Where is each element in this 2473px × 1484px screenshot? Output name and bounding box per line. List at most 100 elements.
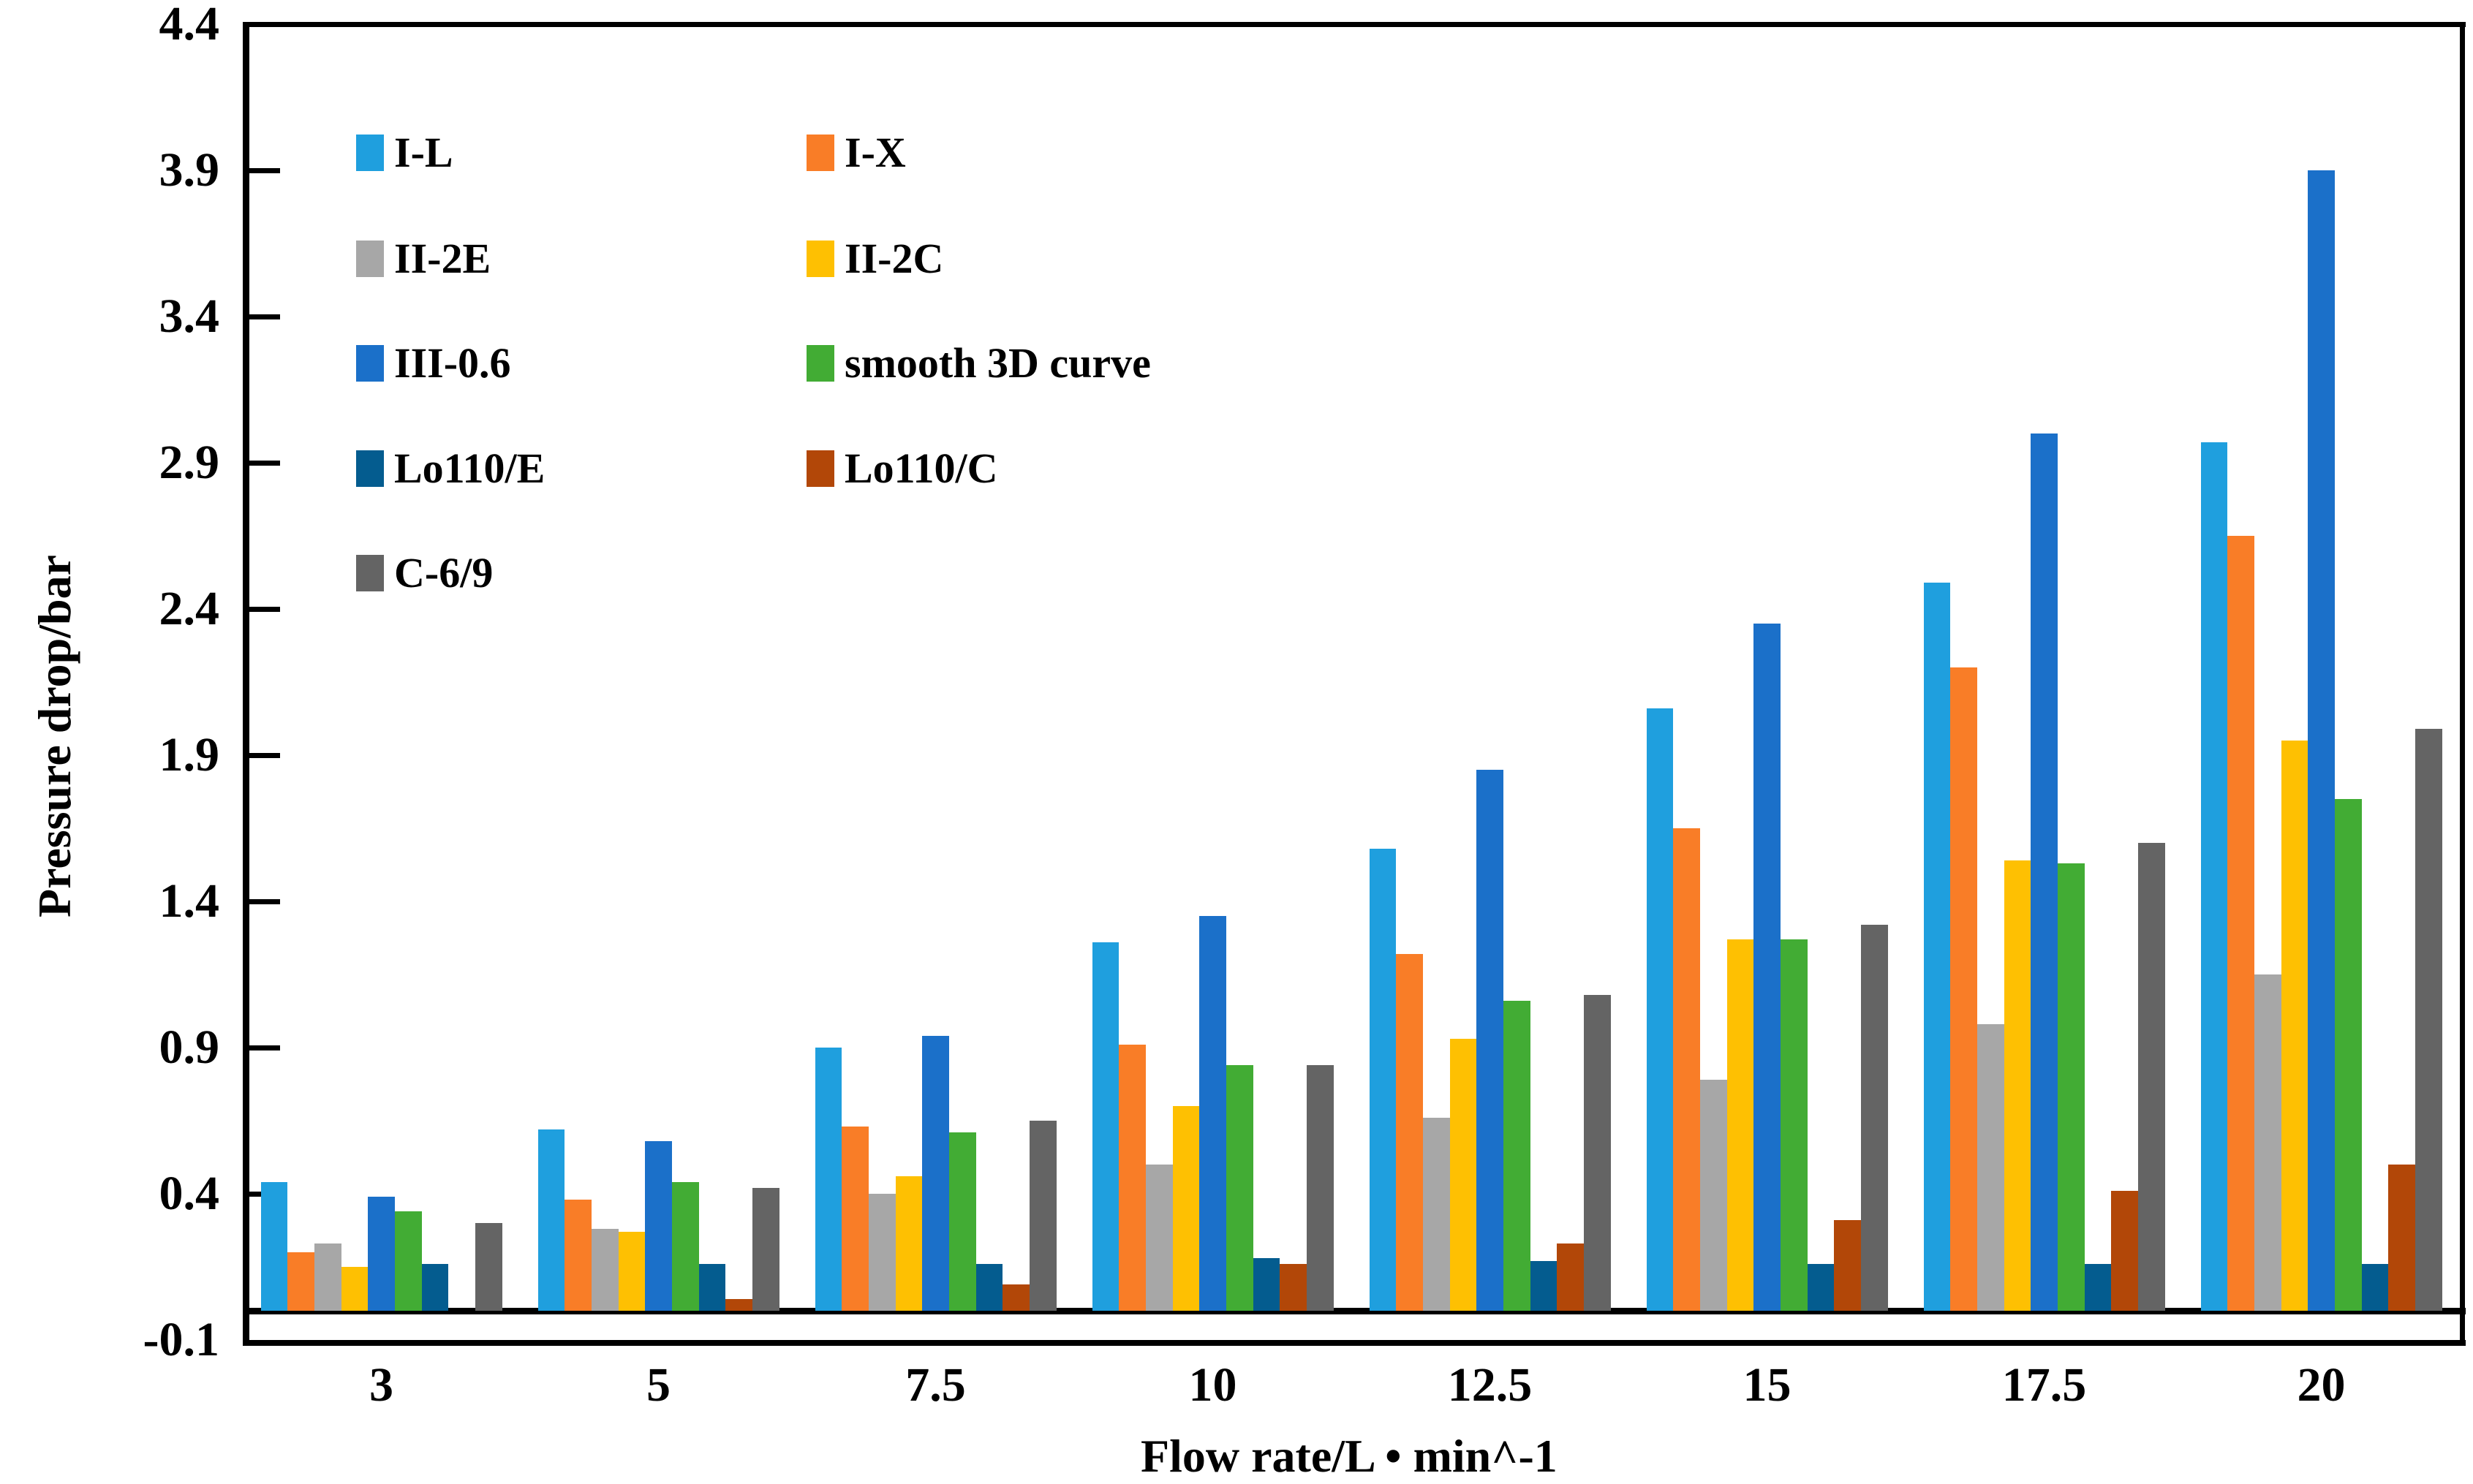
y-tick-mark bbox=[249, 168, 280, 173]
bar-c-6-9-10 bbox=[1307, 1065, 1334, 1311]
bar-smooth-3d-curve-5 bbox=[672, 1182, 699, 1311]
bar-i-x-10 bbox=[1119, 1045, 1146, 1311]
y-tick-label: 1.4 bbox=[159, 874, 220, 928]
plot-frame-right bbox=[2460, 22, 2465, 1346]
bar-iii-0.6-5 bbox=[645, 1141, 672, 1311]
bar-ii-2c-7.5 bbox=[896, 1176, 922, 1311]
legend-item-iii-0.6: III-0.6 bbox=[356, 342, 511, 385]
x-tick-label: 20 bbox=[2297, 1358, 2346, 1412]
legend-swatch-icon bbox=[356, 241, 384, 277]
bar-i-x-12.5 bbox=[1396, 954, 1423, 1311]
bar-ii-2c-5 bbox=[619, 1232, 645, 1311]
legend-swatch-icon bbox=[356, 555, 384, 591]
y-tick-mark bbox=[249, 1045, 280, 1050]
legend-swatch-icon bbox=[356, 345, 384, 382]
x-tick-label: 3 bbox=[369, 1358, 393, 1412]
bar-c-6-9-5 bbox=[752, 1188, 779, 1311]
x-tick-label: 12.5 bbox=[1447, 1358, 1533, 1412]
bar-lo110-c-15 bbox=[1834, 1220, 1861, 1311]
bar-lo110-e-3 bbox=[422, 1264, 448, 1311]
bar-ii-2e-3 bbox=[314, 1243, 341, 1311]
bar-ii-2e-10 bbox=[1146, 1165, 1173, 1311]
bar-i-x-15 bbox=[1673, 828, 1700, 1311]
bar-ii-2c-3 bbox=[341, 1267, 368, 1311]
bar-i-x-20 bbox=[2227, 536, 2254, 1311]
bar-lo110-e-7.5 bbox=[976, 1264, 1003, 1311]
y-tick-label: 1.9 bbox=[159, 728, 220, 781]
bar-lo110-c-10 bbox=[1280, 1264, 1307, 1311]
bar-i-l-5 bbox=[538, 1129, 565, 1311]
legend-label: I-X bbox=[845, 129, 906, 176]
bar-smooth-3d-curve-7.5 bbox=[949, 1132, 976, 1311]
bar-iii-0.6-10 bbox=[1199, 916, 1226, 1311]
bar-ii-2c-12.5 bbox=[1450, 1039, 1476, 1311]
bar-iii-0.6-15 bbox=[1753, 624, 1781, 1311]
bar-smooth-3d-curve-15 bbox=[1781, 939, 1808, 1311]
legend-item-ii-2c: II-2C bbox=[807, 238, 943, 280]
legend-item-i-l: I-L bbox=[356, 132, 453, 174]
legend-item-smooth-3d-curve: smooth 3D curve bbox=[807, 342, 1151, 385]
bar-ii-2c-17.5 bbox=[2004, 860, 2031, 1311]
bar-smooth-3d-curve-3 bbox=[395, 1211, 422, 1311]
bar-lo110-e-20 bbox=[2362, 1264, 2388, 1311]
bar-ii-2c-20 bbox=[2281, 741, 2308, 1311]
legend-item-lo110-c: Lo110/C bbox=[807, 447, 998, 490]
bar-i-x-17.5 bbox=[1950, 667, 1977, 1311]
bar-iii-0.6-17.5 bbox=[2031, 434, 2058, 1311]
y-tick-label: 3.9 bbox=[159, 143, 220, 197]
legend-label: Lo110/E bbox=[394, 444, 545, 492]
y-tick-label: 2.9 bbox=[159, 436, 220, 489]
bar-ii-2e-20 bbox=[2254, 974, 2281, 1311]
bar-lo110-c-5 bbox=[725, 1299, 752, 1311]
legend-item-ii-2e: II-2E bbox=[356, 238, 491, 280]
bar-i-l-20 bbox=[2201, 442, 2227, 1311]
x-tick-label: 15 bbox=[1743, 1358, 1791, 1412]
bar-smooth-3d-curve-20 bbox=[2335, 799, 2362, 1311]
legend-label: smooth 3D curve bbox=[845, 339, 1151, 387]
legend-label: III-0.6 bbox=[394, 339, 511, 387]
y-tick-label: -0.1 bbox=[143, 1313, 219, 1366]
legend-swatch-icon bbox=[356, 135, 384, 171]
plot-frame-top bbox=[243, 22, 2466, 27]
y-tick-mark bbox=[249, 607, 280, 612]
legend-label: I-L bbox=[394, 129, 453, 176]
bar-i-x-7.5 bbox=[842, 1127, 869, 1311]
bar-lo110-c-12.5 bbox=[1557, 1243, 1584, 1311]
legend-item-lo110-e: Lo110/E bbox=[356, 447, 545, 490]
legend-label: II-2E bbox=[394, 235, 491, 282]
bar-c-6-9-3 bbox=[475, 1223, 502, 1311]
y-tick-mark bbox=[249, 899, 280, 904]
bar-lo110-e-17.5 bbox=[2085, 1264, 2111, 1311]
legend-label: Lo110/C bbox=[845, 444, 998, 492]
y-axis-line bbox=[243, 22, 249, 1346]
x-tick-label: 7.5 bbox=[905, 1358, 966, 1412]
bar-c-6-9-17.5 bbox=[2138, 843, 2165, 1311]
bar-ii-2c-15 bbox=[1727, 939, 1753, 1311]
legend-swatch-icon bbox=[807, 135, 834, 171]
bar-i-l-17.5 bbox=[1924, 583, 1950, 1311]
bar-c-6-9-20 bbox=[2415, 729, 2442, 1311]
bar-ii-2c-10 bbox=[1173, 1106, 1199, 1311]
bar-lo110-e-15 bbox=[1808, 1264, 1834, 1311]
zero-baseline bbox=[243, 1308, 2466, 1314]
y-tick-label: 0.9 bbox=[159, 1021, 220, 1074]
bar-iii-0.6-7.5 bbox=[922, 1036, 949, 1311]
bar-i-x-3 bbox=[287, 1252, 314, 1311]
bar-c-6-9-7.5 bbox=[1030, 1121, 1057, 1311]
x-tick-label: 5 bbox=[646, 1358, 671, 1412]
plot-frame-bottom bbox=[243, 1340, 2466, 1346]
bar-smooth-3d-curve-10 bbox=[1226, 1065, 1253, 1311]
bar-ii-2e-5 bbox=[592, 1229, 619, 1311]
bar-i-l-7.5 bbox=[815, 1048, 842, 1311]
bar-c-6-9-15 bbox=[1861, 925, 1888, 1311]
legend-swatch-icon bbox=[807, 345, 834, 382]
bar-ii-2e-15 bbox=[1700, 1080, 1727, 1311]
y-tick-mark bbox=[249, 753, 280, 758]
legend-item-i-x: I-X bbox=[807, 132, 906, 174]
legend-swatch-icon bbox=[807, 450, 834, 487]
y-tick-label: 4.4 bbox=[159, 0, 220, 50]
x-tick-label: 17.5 bbox=[2001, 1358, 2087, 1412]
x-axis-title: Flow rate/L • min^-1 bbox=[1141, 1430, 1558, 1482]
legend-label: C-6/9 bbox=[394, 549, 494, 597]
